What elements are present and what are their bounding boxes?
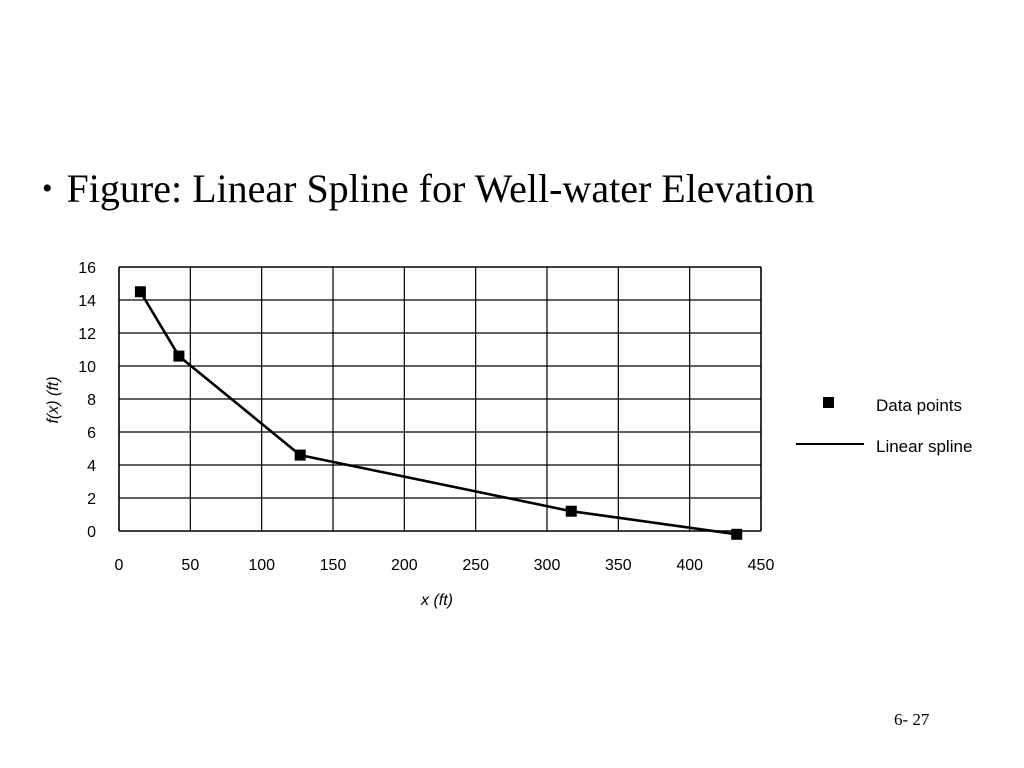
data-point-1: [134, 286, 146, 298]
y-tick-label-6: 6: [87, 425, 96, 442]
x-tick-label-400: 400: [676, 557, 703, 574]
x-tick-label-50: 50: [181, 557, 199, 574]
data-point-5: [731, 528, 743, 540]
title-bullet-row: • Figure: Linear Spline for Well-water E…: [42, 166, 815, 212]
x-tick-label-250: 250: [462, 557, 489, 574]
slide-title: Figure: Linear Spline for Well-water Ele…: [66, 166, 815, 211]
page-number: 6- 27: [894, 710, 930, 729]
legend-label-data-points: Data points: [876, 396, 962, 415]
x-tick-label-0: 0: [115, 557, 124, 574]
y-tick-label-0: 0: [87, 524, 96, 541]
data-point-3: [294, 449, 306, 461]
x-tick-label-450: 450: [748, 557, 775, 574]
legend-label-linear-spline: Linear spline: [876, 437, 972, 456]
y-tick-label-12: 12: [78, 326, 96, 343]
x-tick-label-200: 200: [391, 557, 418, 574]
y-tick-label-10: 10: [78, 359, 96, 376]
x-axis-label: x (ft): [420, 592, 453, 609]
legend-marker-data-points: [823, 397, 834, 408]
chart-legend: Data points Linear spline: [796, 396, 972, 456]
x-tick-label-100: 100: [248, 557, 275, 574]
bullet-icon: •: [42, 172, 53, 205]
data-point-2: [173, 350, 185, 362]
y-tick-label-4: 4: [87, 458, 96, 475]
chart-tick-labels: 0 50 100 150 200 250 300 350 400 450 0 2 4 6 8 10 12 14 16: [78, 260, 774, 574]
y-tick-label-14: 14: [78, 293, 96, 310]
y-tick-label-2: 2: [87, 491, 96, 508]
y-axis-label: f(x) (ft): [45, 376, 62, 423]
x-tick-label-350: 350: [605, 557, 632, 574]
chart-series: [134, 286, 743, 540]
chart-grid: [118, 266, 762, 532]
data-point-4: [565, 505, 577, 517]
y-tick-label-16: 16: [78, 260, 96, 277]
x-tick-label-300: 300: [534, 557, 561, 574]
x-tick-label-150: 150: [320, 557, 347, 574]
y-tick-label-8: 8: [87, 392, 96, 409]
